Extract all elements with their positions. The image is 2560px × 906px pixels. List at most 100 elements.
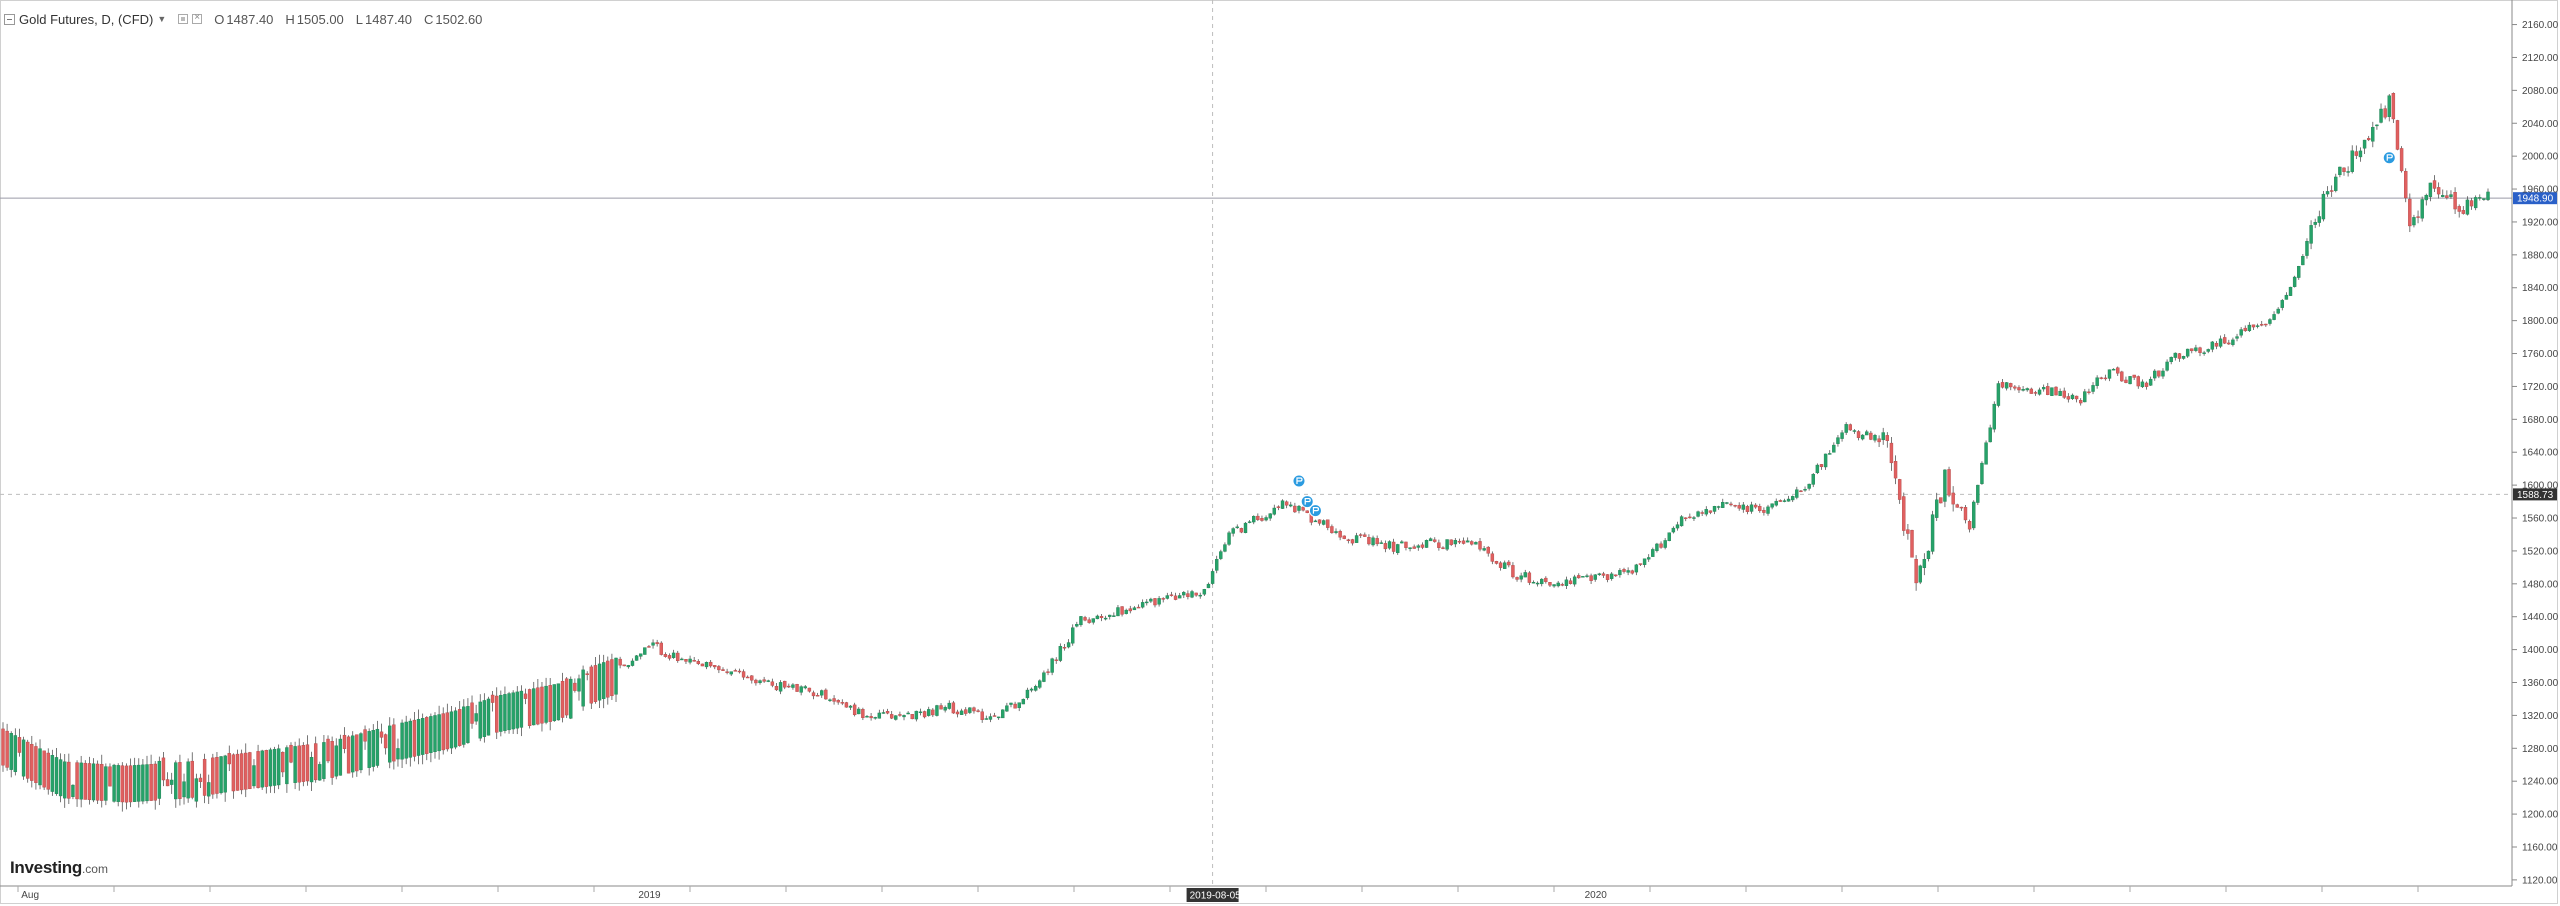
candle-body [1597, 573, 1602, 575]
candle-body [655, 642, 659, 645]
candle-body [1515, 577, 1519, 580]
candle-body [2144, 382, 2149, 387]
candle-body [1498, 562, 1503, 568]
candle-body [704, 662, 709, 668]
candle-body [803, 686, 807, 689]
candle-body [824, 689, 828, 700]
candle-body [1622, 569, 1626, 572]
candle-body [1367, 537, 1371, 545]
candle-body [885, 711, 890, 714]
candle-body [2334, 176, 2338, 191]
candle-body [396, 748, 400, 760]
candle-body [1478, 541, 1482, 550]
candle-body [169, 779, 174, 785]
candle-body [1893, 461, 1898, 479]
candle-body [2436, 187, 2441, 195]
candle-body [1679, 516, 1684, 527]
candle-body [231, 754, 236, 792]
candle-body [1116, 607, 1120, 617]
candle-body [906, 712, 910, 715]
candle-body [1173, 595, 1178, 600]
candle-body [2190, 348, 2194, 352]
candle-body [737, 670, 742, 673]
candle-body [1128, 608, 1133, 612]
candle-body [1671, 527, 1676, 533]
candle-body [1445, 539, 1449, 550]
candle-body [807, 687, 812, 692]
candle-body [2284, 294, 2289, 300]
y-tick-label: 1480.00 [2522, 579, 2559, 590]
candle-body [573, 682, 577, 691]
y-tick-label: 1920.00 [2522, 217, 2559, 228]
candle-body [2428, 182, 2433, 197]
candle-body [1914, 559, 1918, 584]
candle-body [2432, 180, 2437, 189]
candle-body [2292, 276, 2297, 287]
ohlc-values: O 1487.40 H 1505.00 L 1487.40 C 1502.60 [214, 12, 482, 27]
candle-body [2305, 241, 2309, 256]
candle-body [828, 699, 832, 701]
candle-body [857, 708, 861, 715]
x-tick-label: Aug [21, 890, 39, 901]
y-tick-label: 1120.00 [2522, 875, 2558, 886]
candle-body [1075, 624, 1079, 627]
candle-body [25, 741, 30, 779]
candle-body [799, 686, 803, 693]
candle-body [766, 680, 770, 682]
candle-body [355, 734, 359, 772]
candle-body [1009, 702, 1013, 705]
candle-body [2358, 150, 2363, 158]
candle-body [1165, 595, 1170, 599]
candle-body [305, 744, 310, 782]
candle-body [2482, 198, 2486, 200]
candle-body [1721, 502, 1725, 508]
candle-body [256, 751, 260, 788]
candle-body [1609, 573, 1614, 579]
visibility-icon[interactable] [178, 14, 189, 24]
candle-body [2255, 325, 2260, 327]
candle-body [1790, 496, 1795, 501]
candle-body [1132, 607, 1137, 611]
candle-body [2194, 347, 2198, 351]
remove-series-icon[interactable] [192, 12, 203, 24]
candle-body [1885, 435, 1890, 441]
candle-body [1186, 593, 1190, 597]
candle-body [1206, 583, 1211, 589]
candle-body [445, 712, 450, 750]
collapse-legend-icon[interactable] [4, 13, 15, 25]
candle-body [137, 764, 141, 802]
candle-body [5, 730, 9, 768]
candle-body [132, 765, 137, 802]
candle-body [1511, 565, 1515, 578]
candle-body [2227, 342, 2231, 345]
candle-body [244, 752, 248, 790]
candle-body [1688, 516, 1692, 519]
candle-body [1243, 522, 1248, 534]
candle-body [388, 725, 392, 763]
candle-body [1984, 442, 1988, 465]
candle-body [1112, 615, 1116, 617]
candle-body [2445, 195, 2449, 198]
candle-body [1470, 541, 1474, 545]
candle-body [708, 661, 713, 667]
candle-body [922, 711, 927, 718]
candle-body [1651, 549, 1655, 557]
candle-body [75, 762, 79, 800]
candle-body [2486, 191, 2490, 201]
candle-body [2004, 382, 2009, 389]
candle-body [2391, 92, 2396, 120]
candle-body [276, 748, 281, 786]
candle-body [2210, 341, 2215, 350]
candle-body [1396, 544, 1400, 554]
candle-body [2297, 266, 2301, 278]
chevron-down-icon[interactable]: ▼ [157, 14, 167, 24]
candle-body [1832, 444, 1836, 453]
candle-body [1346, 539, 1351, 541]
candle-body [2288, 286, 2293, 296]
candle-body [2029, 388, 2034, 394]
candle-body [762, 679, 766, 682]
candle-body [1618, 570, 1622, 576]
candle-body [1293, 505, 1297, 513]
